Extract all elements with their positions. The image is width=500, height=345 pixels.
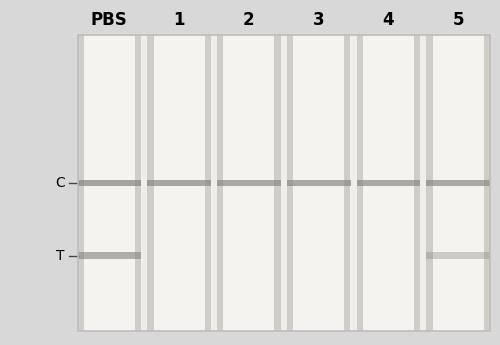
Bar	[204, 34, 211, 331]
Bar	[426, 34, 432, 331]
Bar	[78, 180, 142, 186]
Text: 2: 2	[243, 11, 254, 29]
Bar	[217, 34, 280, 331]
Text: 5: 5	[452, 11, 464, 29]
Bar	[414, 34, 420, 331]
Bar	[287, 34, 293, 331]
Bar	[287, 34, 350, 331]
Bar	[135, 34, 141, 331]
Text: 1: 1	[174, 11, 185, 29]
Bar	[217, 180, 280, 186]
Bar	[426, 180, 490, 186]
Bar	[426, 34, 490, 331]
Bar	[484, 34, 490, 331]
Bar	[274, 34, 280, 331]
Bar	[147, 34, 211, 331]
Bar	[356, 34, 363, 331]
Bar	[78, 252, 142, 259]
Bar	[78, 34, 84, 331]
Bar	[78, 34, 142, 331]
Text: 3: 3	[313, 11, 324, 29]
Bar	[217, 34, 224, 331]
Text: T: T	[56, 248, 64, 263]
Bar	[287, 180, 350, 186]
Bar	[147, 180, 211, 186]
Bar	[344, 34, 350, 331]
Bar	[78, 34, 490, 331]
Text: C: C	[55, 176, 64, 190]
Bar	[356, 180, 420, 186]
Bar	[78, 34, 490, 331]
Bar	[426, 252, 490, 259]
Text: PBS: PBS	[91, 11, 128, 29]
Bar	[147, 34, 154, 331]
Text: 4: 4	[382, 11, 394, 29]
Bar	[356, 34, 420, 331]
